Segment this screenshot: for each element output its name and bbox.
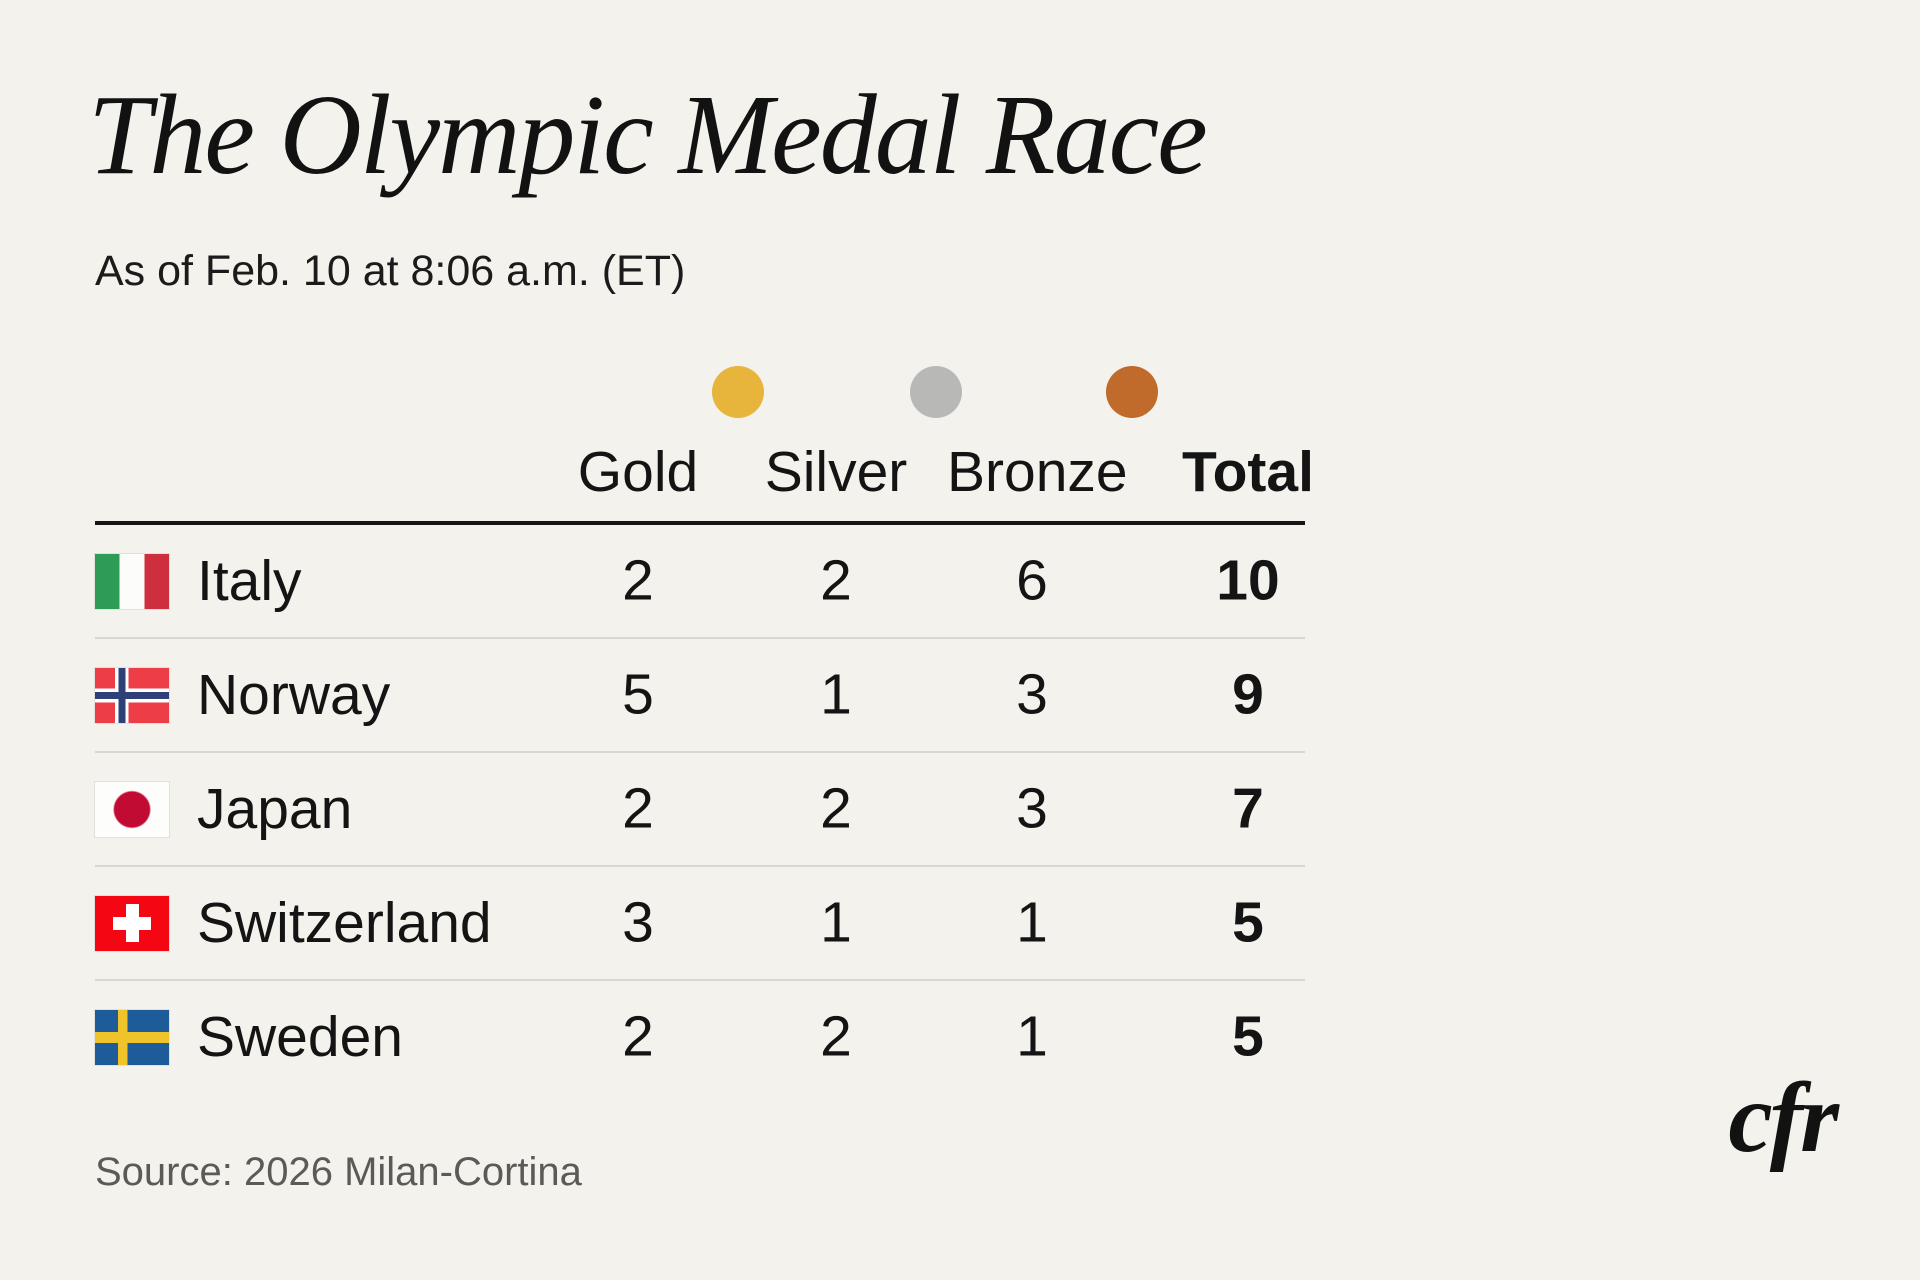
source-note: Source: 2026 Milan-Cortina: [95, 1150, 582, 1194]
total-count: 7: [1232, 776, 1264, 841]
table-header-row: Gold Silver Bronze Total: [95, 420, 1314, 525]
country-name: Sweden: [197, 1004, 403, 1069]
cfr-logo: cfr: [1728, 1062, 1839, 1173]
jp-flag-icon: [95, 781, 169, 837]
table-row: Sweden 2 2 1 5: [95, 981, 1305, 1093]
medal-table: Gold Silver Bronze Total Italy 2 2 6 10 …: [95, 360, 1314, 1093]
column-header-total: Total: [1182, 440, 1314, 504]
country-name: Norway: [197, 662, 391, 727]
table-body: Italy 2 2 6 10 Norway 5 1 3 9 Japan 2 2 …: [95, 525, 1305, 1093]
gold-medal-icon: [712, 366, 764, 418]
it-flag-icon: [95, 553, 169, 609]
silver-count: 1: [820, 662, 852, 727]
silver-count: 2: [820, 776, 852, 841]
medal-dot-legend: [95, 360, 1305, 420]
timestamp-subtitle: As of Feb. 10 at 8:06 a.m. (ET): [95, 247, 686, 295]
no-flag-icon: [95, 667, 169, 723]
total-count: 5: [1232, 890, 1264, 955]
silver-medal-icon: [910, 366, 962, 418]
column-header-bronze: Bronze: [947, 440, 1128, 504]
page-title: The Olympic Medal Race: [88, 71, 1208, 198]
total-count: 5: [1232, 1004, 1264, 1069]
silver-count: 2: [820, 548, 852, 613]
ch-flag-icon: [95, 895, 169, 951]
bronze-count: 3: [1016, 776, 1048, 841]
silver-count: 2: [820, 1004, 852, 1069]
gold-count: 2: [622, 776, 654, 841]
column-header-silver: Silver: [764, 440, 908, 504]
gold-count: 2: [622, 548, 654, 613]
gold-count: 2: [622, 1004, 654, 1069]
table-row: Japan 2 2 3 7: [95, 753, 1305, 867]
bronze-count: 1: [1016, 890, 1048, 955]
country-name: Japan: [197, 776, 353, 841]
table-row: Italy 2 2 6 10: [95, 525, 1305, 639]
gold-count: 3: [622, 890, 654, 955]
country-name: Switzerland: [197, 890, 492, 955]
se-flag-icon: [95, 1009, 169, 1065]
gold-count: 5: [622, 662, 654, 727]
bronze-medal-icon: [1106, 366, 1158, 418]
silver-count: 1: [820, 890, 852, 955]
table-row: Switzerland 3 1 1 5: [95, 867, 1305, 981]
table-row: Norway 5 1 3 9: [95, 639, 1305, 753]
column-header-gold: Gold: [577, 440, 699, 504]
total-count: 9: [1232, 662, 1264, 727]
bronze-count: 3: [1016, 662, 1048, 727]
country-name: Italy: [197, 548, 302, 613]
total-count: 10: [1216, 548, 1280, 613]
bronze-count: 6: [1016, 548, 1048, 613]
bronze-count: 1: [1016, 1004, 1048, 1069]
